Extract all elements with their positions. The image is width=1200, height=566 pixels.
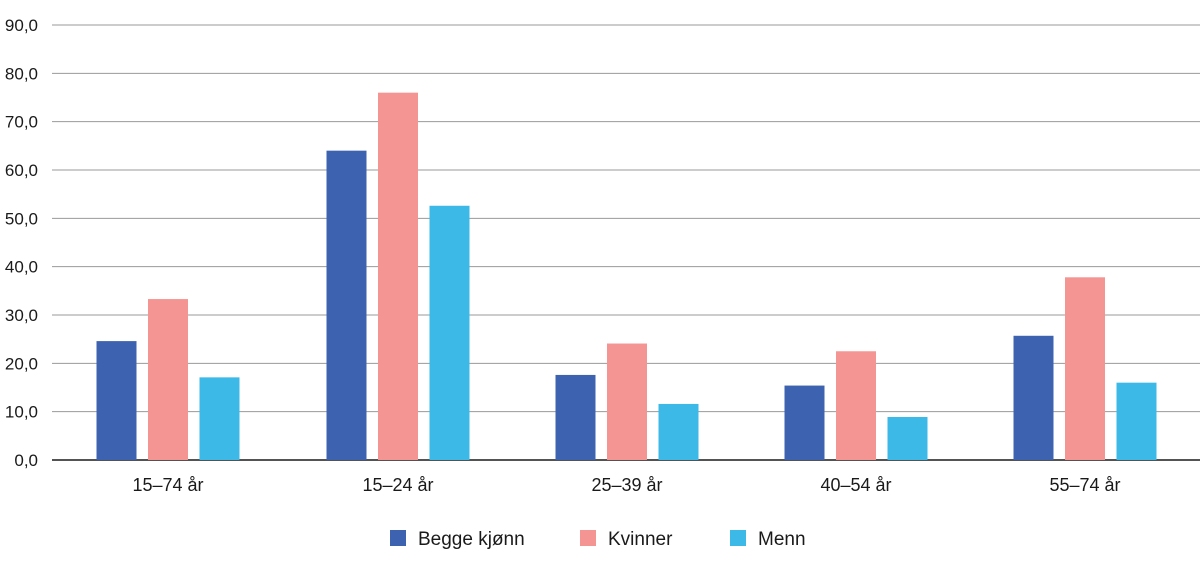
y-tick-label: 40,0: [5, 258, 38, 277]
bar-kvinner-2: [607, 343, 647, 460]
bar-kvinner-1: [378, 92, 418, 461]
bar-menn-0: [199, 377, 240, 460]
bar-begge-kjønn-3: [784, 385, 825, 460]
y-tick-label: 70,0: [5, 113, 38, 132]
bar-begge-kjønn-0: [96, 341, 137, 460]
x-category-label: 25–39 år: [591, 475, 662, 495]
x-category-label: 15–24 år: [362, 475, 433, 495]
bar-kvinner-3: [836, 351, 876, 460]
bar-menn-4: [1116, 382, 1157, 460]
bar-begge-kjønn-4: [1013, 335, 1054, 460]
bar-menn-3: [887, 416, 928, 460]
y-tick-label: 30,0: [5, 306, 38, 325]
legend-label: Kvinner: [608, 529, 673, 550]
bar-begge-kjønn-1: [326, 150, 367, 460]
legend-label: Menn: [758, 529, 806, 550]
y-axis-ticks: 0,0 10,0 20,0 30,0 40,0 50,0 60,0 70,0 80,0 90,0: [5, 16, 38, 470]
legend-swatch: [390, 530, 406, 546]
legend-label: Begge kjønn: [418, 529, 525, 550]
y-tick-label: 90,0: [5, 16, 38, 35]
y-tick-label: 10,0: [5, 403, 38, 422]
bar-kvinner-4: [1065, 277, 1105, 460]
x-axis-labels: 15–74 år 15–24 år 25–39 år 40–54 år 55–74 år: [132, 475, 1120, 495]
gridlines: [52, 24, 1200, 461]
y-tick-label: 0,0: [14, 451, 38, 470]
bar-kvinner-0: [148, 299, 188, 460]
bars: [96, 92, 1157, 461]
legend-swatch: [730, 530, 746, 546]
y-tick-label: 60,0: [5, 161, 38, 180]
x-category-label: 55–74 år: [1049, 475, 1120, 495]
y-tick-label: 20,0: [5, 354, 38, 373]
y-tick-label: 50,0: [5, 209, 38, 228]
bar-begge-kjønn-2: [555, 374, 596, 460]
legend-swatch: [580, 530, 596, 546]
y-tick-label: 80,0: [5, 64, 38, 83]
bar-menn-2: [658, 403, 699, 460]
x-category-label: 15–74 år: [132, 475, 203, 495]
bar-menn-1: [429, 205, 470, 460]
legend: Begge kjønn Kvinner Menn: [390, 529, 806, 550]
x-category-label: 40–54 år: [820, 475, 891, 495]
